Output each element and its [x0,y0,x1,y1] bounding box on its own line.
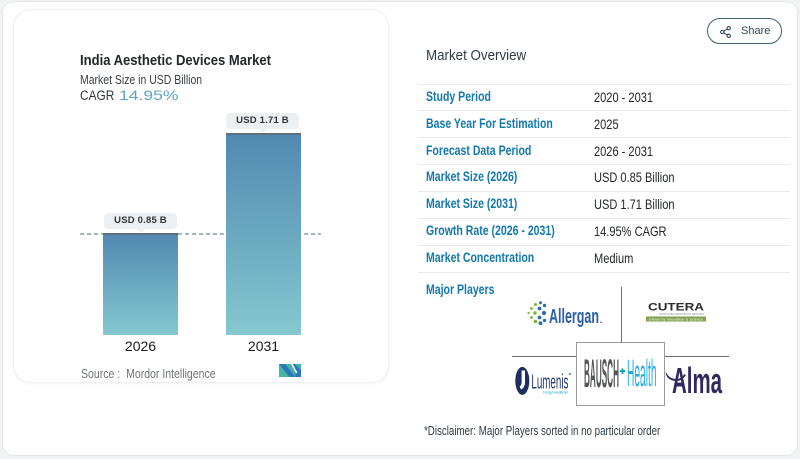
svg-text:Lumenis: Lumenis [531,372,568,394]
svg-text:Health: Health [627,353,657,392]
svg-text:Allergan: Allergan [549,306,599,327]
svg-text:CUTERA: CUTERA [648,302,704,314]
svg-text:BAUSCH: BAUSCH [584,352,619,392]
svg-text:Driven by Innovation & Science: Driven by Innovation & Science [649,318,703,322]
svg-text:ADVANCED AESTHETIC DEVICES: ADVANCED AESTHETIC DEVICES [659,312,704,316]
svg-text:Energy to Healthcare: Energy to Healthcare [543,391,568,395]
